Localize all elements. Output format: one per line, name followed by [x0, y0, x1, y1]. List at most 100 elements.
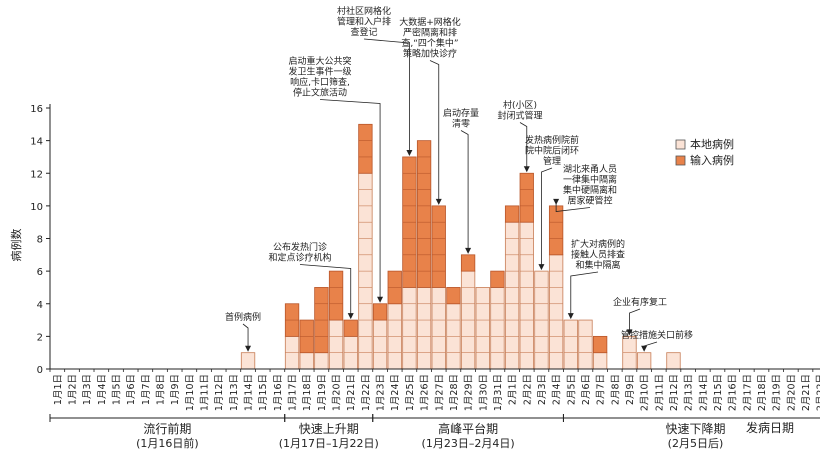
annotation-text: 发卫生事件一级	[288, 66, 351, 78]
phase-range: (2月5日后)	[668, 437, 724, 450]
x-tick-label: 2月18日	[757, 374, 768, 411]
annotation-text: 首例病例	[225, 311, 261, 323]
x-tick-label: 1月17日	[288, 374, 299, 411]
annotation-arrowhead	[538, 264, 545, 271]
annotation-text: 和集中隔离	[575, 259, 620, 271]
annotation-arrow-line	[555, 202, 591, 212]
x-tick-label: 2月2日	[522, 374, 533, 405]
x-tick-label: 2月22日	[816, 374, 820, 411]
annotation-arrow-line	[319, 99, 381, 301]
x-tick-label: 2月3日	[537, 374, 548, 405]
annotation-text: 扩大对病例的	[571, 238, 625, 250]
x-tick-label: 1月8日	[156, 374, 167, 405]
annotation-text: 大数据+网格化	[399, 16, 461, 28]
bar-imported	[431, 205, 446, 288]
bar-local	[548, 254, 564, 370]
x-tick-label: 2月7日	[596, 374, 607, 405]
y-axis-ticks: 0 2 4 6 8 10 12 14 16	[30, 104, 50, 376]
y-tick-label: 12	[30, 169, 43, 180]
x-tick-label: 2月6日	[581, 374, 592, 405]
annotation-text: 村社区网格化	[337, 5, 391, 17]
annotation-text: 企业有序复工	[613, 296, 667, 308]
annotation-text: 查登记	[350, 26, 377, 38]
x-tick-label: 1月6日	[126, 374, 137, 405]
x-tick-labels: 1月1日 1月2日 1月3日 1月4日 1月5日 1月6日 1月7日 1月8日 1月9日 1月10…	[49, 369, 820, 411]
x-tick-label: 1月11日	[200, 374, 211, 411]
legend-label: 本地病例	[690, 137, 734, 151]
x-tick-label: 2月8日	[610, 374, 621, 405]
annotation-arrowhead	[523, 166, 530, 173]
annotation-text: 村(小区)	[503, 99, 537, 111]
annotation-text: 封闭式管理	[497, 110, 542, 122]
x-tick-label: 1月21日	[346, 374, 357, 411]
legend-swatch	[675, 139, 686, 150]
x-tick-label: 2月13日	[684, 374, 695, 411]
x-tick-label: 1月7日	[141, 374, 152, 405]
annotation-text: 响应,卡口筛查,	[290, 76, 350, 88]
bar-local	[578, 319, 593, 370]
annotation-arrow-line	[570, 271, 599, 318]
x-tick-label: 1月31日	[493, 374, 504, 411]
annotation-text: 管理和入户排	[337, 16, 391, 28]
annotation-text: 启动重大公共突	[288, 55, 351, 67]
annotation-arrow-line	[299, 264, 352, 318]
annotation-text: 集中硬隔离和	[563, 184, 617, 196]
bar-imported	[504, 205, 520, 223]
phase-name: 流行前期	[143, 421, 191, 436]
bar-local	[504, 221, 520, 370]
x-tick-label: 2月17日	[742, 374, 753, 411]
bar-local	[490, 287, 505, 370]
bar-imported	[519, 172, 534, 223]
bar-local	[314, 352, 329, 370]
x-tick-label: 1月15日	[258, 374, 269, 411]
x-tick-label: 2月21日	[801, 374, 812, 411]
annotations: 首例病例公布发热门诊和定点诊疗机构启动重大公共突发卫生事件一级响应,卡口筛查,停…	[225, 5, 693, 352]
x-tick-label: 1月22日	[361, 374, 372, 411]
annotation-arrowhead	[626, 329, 633, 336]
bar-local	[475, 287, 490, 370]
bar-local	[372, 319, 388, 370]
x-tick-label: 1月9日	[170, 374, 181, 405]
x-tick-label: 1月29日	[464, 374, 475, 411]
x-tick-label: 1月3日	[82, 374, 93, 405]
annotation-text: 管理	[543, 155, 561, 167]
bar-imported	[358, 123, 373, 174]
x-tick-label: 1月4日	[97, 374, 108, 405]
y-tick-label: 2	[37, 332, 43, 343]
x-tick-label: 2月16日	[728, 374, 739, 411]
phase-range: (1月23日–2月4日)	[422, 437, 515, 450]
x-tick-label: 2月20日	[786, 374, 797, 411]
x-tick-label: 1月20日	[332, 374, 343, 411]
x-tick-label: 2月11日	[654, 374, 665, 411]
x-tick-label: 1月24日	[390, 374, 401, 411]
annotation-text: 院中院后闭环	[525, 145, 579, 157]
annotation-arrowhead	[245, 345, 252, 352]
x-tick-label: 2月10日	[640, 374, 651, 411]
x-tick-label: 1月1日	[53, 374, 64, 405]
x-tick-label: 1月12日	[214, 374, 225, 411]
bar-local	[416, 287, 432, 370]
bar-local	[431, 287, 446, 370]
x-tick-label: 1月23日	[376, 374, 387, 411]
y-tick-label: 14	[30, 137, 43, 148]
bar-imported	[372, 303, 388, 321]
legend-swatch	[675, 155, 686, 166]
annotation-arrowhead	[377, 296, 384, 303]
annotation-arrow-line	[460, 130, 469, 252]
y-tick-label: 0	[37, 365, 43, 376]
bar-imported	[548, 205, 564, 256]
x-tick-label: 2月4日	[552, 374, 563, 405]
x-tick-label: 1月10日	[185, 374, 196, 411]
annotation-text: 居家硬管控	[567, 195, 612, 207]
y-tick-label: 16	[30, 104, 43, 115]
x-tick-label: 2月5日	[566, 374, 577, 405]
x-tick-label: 1月27日	[434, 374, 445, 411]
annotation: 村(小区)封闭式管理	[497, 99, 543, 173]
bar-imported	[328, 270, 344, 321]
bar-imported	[416, 140, 432, 288]
legend-label: 输入病例	[690, 153, 734, 167]
